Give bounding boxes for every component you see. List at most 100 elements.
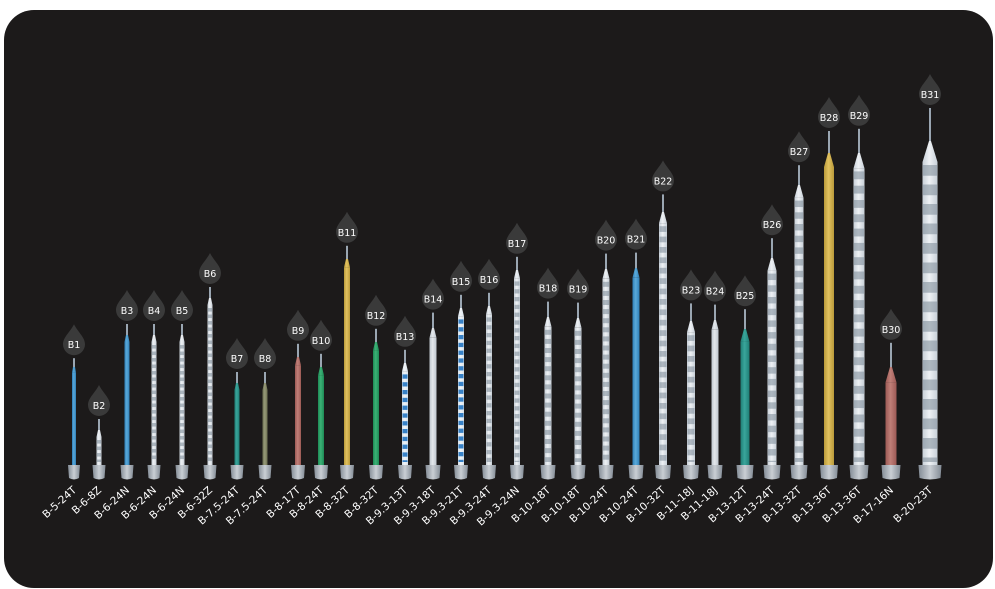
- mixer-element: [768, 297, 776, 304]
- mixer-element: [854, 214, 864, 223]
- nozzle-tip: [346, 245, 348, 259]
- mixer-element: [603, 345, 609, 351]
- nozzle-base: [230, 465, 244, 480]
- mixer-element: [575, 394, 581, 400]
- mixer-element: [854, 271, 864, 280]
- tag-label: B16: [480, 275, 499, 286]
- tag-drop: [848, 94, 870, 126]
- nozzle-tip: [929, 108, 931, 141]
- tag-label: B26: [763, 220, 782, 231]
- mixer-element: [514, 421, 520, 427]
- mixer-element: [545, 384, 551, 390]
- mixer-element: [458, 428, 464, 433]
- nozzle-base: [918, 465, 942, 480]
- nozzle-tip: [858, 128, 860, 153]
- nozzle-base: [92, 465, 106, 480]
- mixer-element: [659, 309, 667, 316]
- mixer-element: [514, 351, 520, 356]
- mixer-element: [152, 390, 156, 395]
- mixer-element: [486, 403, 492, 408]
- tag-label: B14: [424, 295, 443, 306]
- mixer-element: [486, 333, 492, 338]
- mixer-element: [795, 329, 803, 336]
- mixer-element: [603, 318, 609, 324]
- mixer-element: [152, 455, 156, 460]
- tag-drop: [199, 253, 221, 284]
- mixer-element: [854, 171, 864, 180]
- nozzle-taper: [602, 269, 610, 279]
- nozzle-body: [318, 375, 324, 465]
- mixer-element: [208, 373, 212, 377]
- mixer-element: [923, 379, 937, 391]
- nozzle-tip: [181, 324, 183, 335]
- mixer-element: [854, 300, 864, 308]
- mixer-element: [208, 347, 212, 351]
- mixer-element: [795, 422, 803, 430]
- nozzle-taper: [373, 342, 379, 351]
- mixer-element: [180, 429, 184, 434]
- nozzle-tip: [690, 303, 692, 321]
- nozzle-tip: [375, 328, 377, 342]
- mixer-element: [795, 282, 803, 289]
- mixer-element: [659, 351, 667, 357]
- mixer-element: [208, 418, 212, 423]
- mixer-element: [659, 247, 667, 253]
- mixer-element: [768, 437, 776, 444]
- mixer-element: [603, 300, 609, 306]
- mixer-element: [687, 335, 695, 341]
- tag-drop: [336, 211, 358, 243]
- mixer-element: [768, 320, 776, 327]
- nozzle-base: [881, 465, 901, 480]
- mixer-element: [208, 392, 212, 397]
- nozzle-body: [632, 277, 640, 465]
- mixer-element: [768, 332, 776, 339]
- tag-drop: [226, 338, 248, 369]
- mixer-element: [180, 403, 184, 408]
- mixer-element: [180, 397, 184, 401]
- mixer-element: [795, 434, 803, 442]
- tag-drop: [450, 260, 472, 292]
- mixer-element: [458, 342, 464, 348]
- mixer-element: [545, 448, 551, 454]
- tag-label: B10: [312, 336, 331, 347]
- nozzle-tip: [547, 301, 549, 317]
- mixer-element: [152, 403, 156, 408]
- tag-label: B3: [121, 306, 134, 317]
- mixer-element: [180, 390, 184, 395]
- mixer-element: [514, 312, 520, 317]
- mixer-element: [208, 308, 212, 312]
- mixer-element: [854, 314, 864, 323]
- mixer-element: [854, 385, 864, 394]
- mixer-element: [923, 204, 937, 215]
- tag-label: B18: [539, 284, 558, 295]
- mixer-element: [152, 429, 156, 434]
- mixer-element: [458, 459, 464, 462]
- mixer-element: [486, 450, 492, 455]
- nozzle-tip: [771, 238, 773, 258]
- mixer-element: [180, 423, 184, 427]
- tag-label: B17: [508, 239, 527, 250]
- mixer-element: [768, 285, 776, 292]
- nozzle-body: [429, 337, 437, 465]
- nozzle-tip: [662, 194, 664, 212]
- mixer-element: [402, 436, 408, 442]
- nozzle-tip: [297, 343, 299, 357]
- nozzle-tip: [605, 253, 607, 269]
- tag-label: B31: [921, 90, 940, 101]
- mixer-element: [486, 426, 492, 431]
- mixer-element: [180, 377, 184, 382]
- tag-drop: [63, 324, 85, 356]
- mixer-element: [180, 442, 184, 447]
- mixer-element: [514, 453, 520, 458]
- mixer-element: [923, 165, 937, 176]
- tag-drop: [254, 338, 276, 369]
- mixer-element: [795, 200, 803, 208]
- mixer-element: [514, 320, 520, 325]
- mixer-element: [208, 366, 212, 371]
- nozzle-base: [203, 465, 217, 480]
- mixer-element: [795, 376, 803, 383]
- mixer-element: [659, 319, 667, 326]
- nozzle-tip: [236, 372, 238, 383]
- mixer-element: [402, 452, 408, 457]
- mixer-element: [768, 355, 776, 362]
